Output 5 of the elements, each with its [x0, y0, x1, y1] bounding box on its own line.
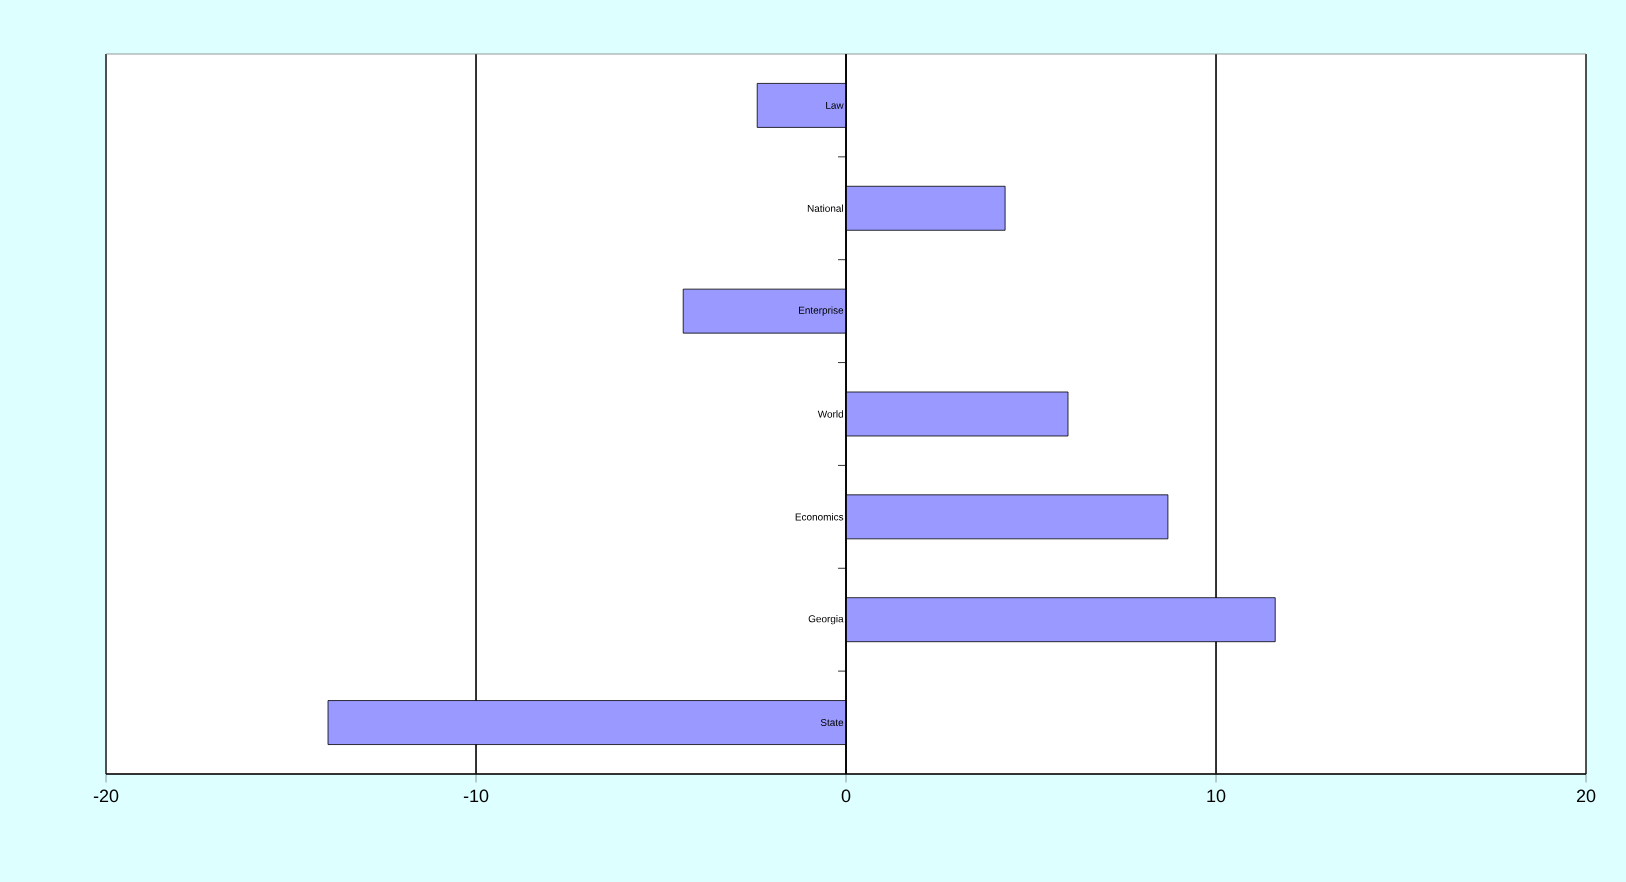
- x-tick-label: 0: [841, 789, 851, 803]
- x-tick-label: -10: [463, 789, 489, 803]
- x-tick-label: 20: [1576, 789, 1596, 803]
- x-tick-label: -20: [93, 789, 119, 803]
- x-tick-label: 10: [1207, 789, 1226, 803]
